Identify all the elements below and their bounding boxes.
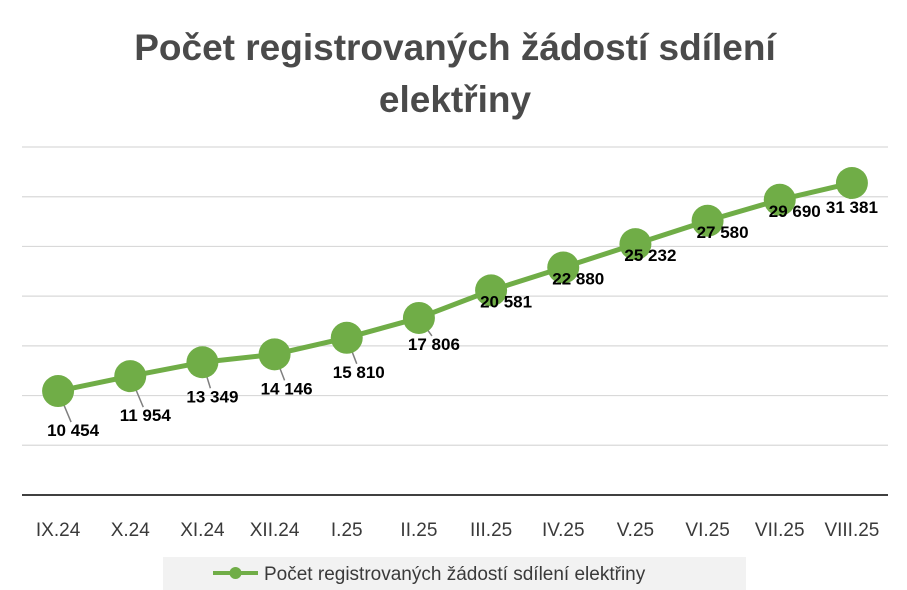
- x-tick-label: VII.25: [755, 520, 805, 541]
- data-point: [114, 360, 147, 393]
- chart-title-line-2: elektřiny: [379, 79, 532, 120]
- data-label: 29 690: [769, 202, 821, 221]
- data-label: 13 349: [186, 387, 238, 406]
- data-label: 27 580: [697, 223, 749, 242]
- data-point: [402, 301, 435, 334]
- x-tick-label: XII.24: [250, 520, 300, 541]
- data-label: 31 381: [826, 198, 878, 217]
- data-point: [691, 204, 724, 237]
- data-point: [186, 346, 219, 379]
- data-labels: 10 454 11 954 13 349 14 146 15 810 17 806 20 5…: [47, 198, 878, 440]
- legend-marker-icon: [229, 567, 242, 579]
- legend: Počet registrovaných žádostí sdílení ele…: [163, 557, 746, 590]
- data-point: [42, 375, 75, 408]
- data-point: [547, 251, 580, 284]
- data-label: 25 232: [624, 246, 676, 265]
- data-label: 22 880: [552, 270, 604, 289]
- data-label: 20 581: [480, 292, 532, 311]
- x-tick-label: XI.24: [180, 520, 225, 541]
- x-axis-tick-labels: IX.24 X.24 XI.24 XII.24 I.25 II.25 III.25 IV.25…: [36, 520, 879, 541]
- x-tick-label: II.25: [400, 520, 437, 541]
- chart-title: Počet registrovaných žádostí sdílení ele…: [134, 27, 777, 120]
- x-tick-label: V.25: [617, 520, 654, 541]
- gridlines: [22, 146, 888, 446]
- data-label: 15 810: [333, 363, 385, 382]
- x-tick-label: VIII.25: [824, 520, 879, 541]
- data-point: [475, 274, 508, 307]
- series-line: [57, 180, 853, 394]
- data-point: [619, 228, 652, 261]
- x-tick-label: IV.25: [542, 520, 585, 541]
- data-label: 17 806: [408, 335, 460, 354]
- x-tick-label: III.25: [470, 520, 512, 541]
- data-points: [42, 166, 868, 408]
- data-label: 14 146: [261, 379, 313, 398]
- data-label: 10 454: [47, 421, 100, 440]
- x-tick-label: IX.24: [36, 520, 81, 541]
- data-point: [258, 338, 291, 371]
- data-point: [330, 321, 363, 354]
- x-tick-label: X.24: [111, 520, 151, 541]
- data-label: 11 954: [120, 406, 172, 425]
- x-tick-label: VI.25: [685, 520, 729, 541]
- legend-label: Počet registrovaných žádostí sdílení ele…: [264, 564, 646, 585]
- x-tick-label: I.25: [331, 520, 363, 541]
- data-point: [763, 183, 796, 216]
- legend-box: [163, 557, 746, 590]
- chart-title-line-1: Počet registrovaných žádostí sdílení: [134, 27, 777, 68]
- data-point: [835, 166, 868, 199]
